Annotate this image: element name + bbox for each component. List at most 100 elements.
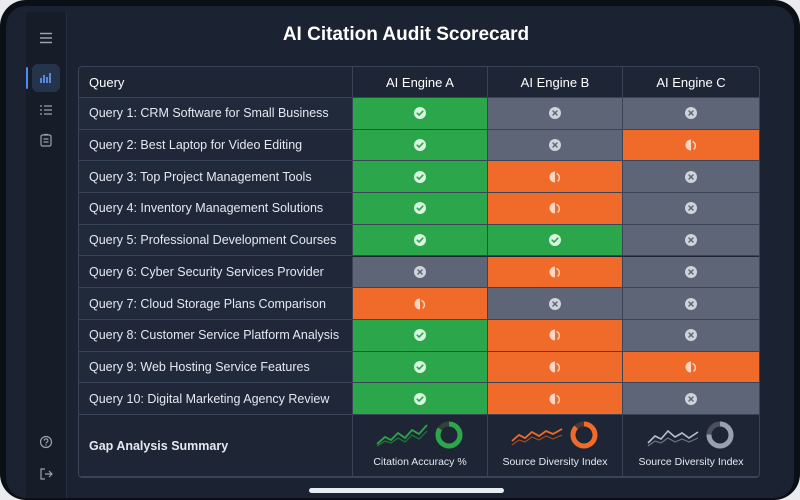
engine-c-status-cell[interactable] [623, 383, 759, 415]
engine-b-status-cell[interactable] [488, 319, 623, 352]
sparkline-chart [647, 429, 699, 447]
column-header-engine-b: AI Engine B [488, 67, 623, 98]
bar-chart-icon[interactable] [26, 64, 60, 92]
engine-c-status-cell[interactable] [623, 288, 759, 320]
engine-a-status-cell[interactable] [353, 351, 488, 384]
partial-icon [548, 201, 562, 215]
query-cell: Query 6: Cyber Security Services Provide… [79, 256, 353, 289]
partial-icon [684, 360, 698, 374]
scorecard-table: Query AI Engine A AI Engine B AI Engine … [78, 66, 760, 478]
x-icon [548, 297, 562, 311]
engine-b-status-cell[interactable] [488, 288, 623, 320]
table-row[interactable]: Query 6: Cyber Security Services Provide… [79, 256, 759, 289]
engine-a-status-cell[interactable] [353, 161, 488, 194]
table-row[interactable]: Query 1: CRM Software for Small Business [79, 98, 759, 130]
query-cell: Query 5: Professional Development Course… [79, 224, 353, 257]
x-icon [684, 328, 698, 342]
engine-a-status-cell[interactable] [353, 288, 488, 320]
query-cell: Query 4: Inventory Management Solutions [79, 193, 353, 225]
table-row[interactable]: Query 3: Top Project Management Tools [79, 161, 759, 194]
check-icon [413, 392, 427, 406]
engine-c-status-cell[interactable] [623, 98, 759, 130]
engine-b-status-cell[interactable] [488, 98, 623, 130]
check-icon [413, 170, 427, 184]
home-indicator[interactable] [309, 488, 504, 493]
metric-label: Source Diversity Index [502, 456, 608, 468]
x-icon [684, 106, 698, 120]
engine-c-status-cell[interactable] [623, 193, 759, 225]
x-icon [684, 265, 698, 279]
menu-icon[interactable] [32, 24, 60, 52]
partial-icon [413, 297, 427, 311]
query-cell: Query 3: Top Project Management Tools [79, 161, 353, 194]
table-row[interactable]: Query 8: Customer Service Platform Analy… [79, 319, 759, 352]
query-cell: Query 8: Customer Service Platform Analy… [79, 319, 353, 352]
page-title: AI Citation Audit Scorecard [282, 24, 530, 45]
engine-b-status-cell[interactable] [488, 129, 623, 162]
metric-source-diversity-b: Source Diversity Index [488, 415, 623, 477]
check-icon [413, 106, 427, 120]
partial-icon [548, 265, 562, 279]
donut-chart [706, 421, 734, 449]
engine-b-status-cell[interactable] [488, 161, 623, 194]
engine-c-status-cell[interactable] [623, 256, 759, 289]
table-row[interactable]: Query 9: Web Hosting Service Features [79, 351, 759, 384]
table-row[interactable]: Query 2: Best Laptop for Video Editing [79, 129, 759, 162]
engine-b-status-cell[interactable] [488, 383, 623, 415]
x-icon [548, 106, 562, 120]
gap-analysis-summary-row: Gap Analysis Summary Citation Accuracy %… [79, 415, 759, 477]
partial-icon [548, 170, 562, 184]
sidebar [26, 12, 67, 498]
engine-a-status-cell[interactable] [353, 383, 488, 415]
clipboard-icon[interactable] [32, 126, 60, 154]
engine-c-status-cell[interactable] [623, 129, 759, 162]
x-icon [684, 392, 698, 406]
partial-icon [684, 138, 698, 152]
partial-icon [548, 360, 562, 374]
list-icon[interactable] [32, 96, 60, 124]
engine-a-status-cell[interactable] [353, 129, 488, 162]
x-icon [413, 265, 427, 279]
table-row[interactable]: Query 7: Cloud Storage Plans Comparison [79, 288, 759, 320]
engine-a-status-cell[interactable] [353, 256, 488, 289]
engine-b-status-cell[interactable] [488, 256, 623, 289]
partial-icon [548, 392, 562, 406]
x-icon [684, 233, 698, 247]
engine-a-status-cell[interactable] [353, 193, 488, 225]
engine-b-status-cell[interactable] [488, 224, 623, 257]
check-icon [413, 360, 427, 374]
table-row[interactable]: Query 4: Inventory Management Solutions [79, 193, 759, 225]
sparkline-chart [376, 424, 428, 447]
check-icon [413, 138, 427, 152]
check-icon [413, 201, 427, 215]
donut-chart [435, 421, 463, 449]
engine-c-status-cell[interactable] [623, 319, 759, 352]
logout-icon[interactable] [32, 460, 60, 488]
table-header: Query AI Engine A AI Engine B AI Engine … [79, 67, 759, 98]
metric-citation-accuracy: Citation Accuracy % [353, 415, 488, 477]
donut-chart [570, 421, 598, 449]
x-icon [684, 170, 698, 184]
engine-b-status-cell[interactable] [488, 351, 623, 384]
query-cell: Query 1: CRM Software for Small Business [79, 98, 353, 130]
sparkline-chart [511, 428, 563, 446]
x-icon [548, 138, 562, 152]
engine-a-status-cell[interactable] [353, 224, 488, 257]
engine-c-status-cell[interactable] [623, 224, 759, 257]
engine-a-status-cell[interactable] [353, 319, 488, 352]
table-row[interactable]: Query 10: Digital Marketing Agency Revie… [79, 383, 759, 415]
engine-a-status-cell[interactable] [353, 98, 488, 130]
check-icon [413, 233, 427, 247]
table-row[interactable]: Query 5: Professional Development Course… [79, 224, 759, 257]
metric-label: Citation Accuracy % [373, 456, 467, 468]
check-icon [548, 233, 562, 247]
column-header-engine-a: AI Engine A [353, 67, 488, 98]
engine-b-status-cell[interactable] [488, 193, 623, 225]
column-header-query: Query [79, 67, 353, 98]
engine-c-status-cell[interactable] [623, 351, 759, 384]
help-icon[interactable] [32, 428, 60, 456]
engine-c-status-cell[interactable] [623, 161, 759, 194]
query-cell: Query 9: Web Hosting Service Features [79, 351, 353, 384]
query-cell: Query 10: Digital Marketing Agency Revie… [79, 383, 353, 415]
